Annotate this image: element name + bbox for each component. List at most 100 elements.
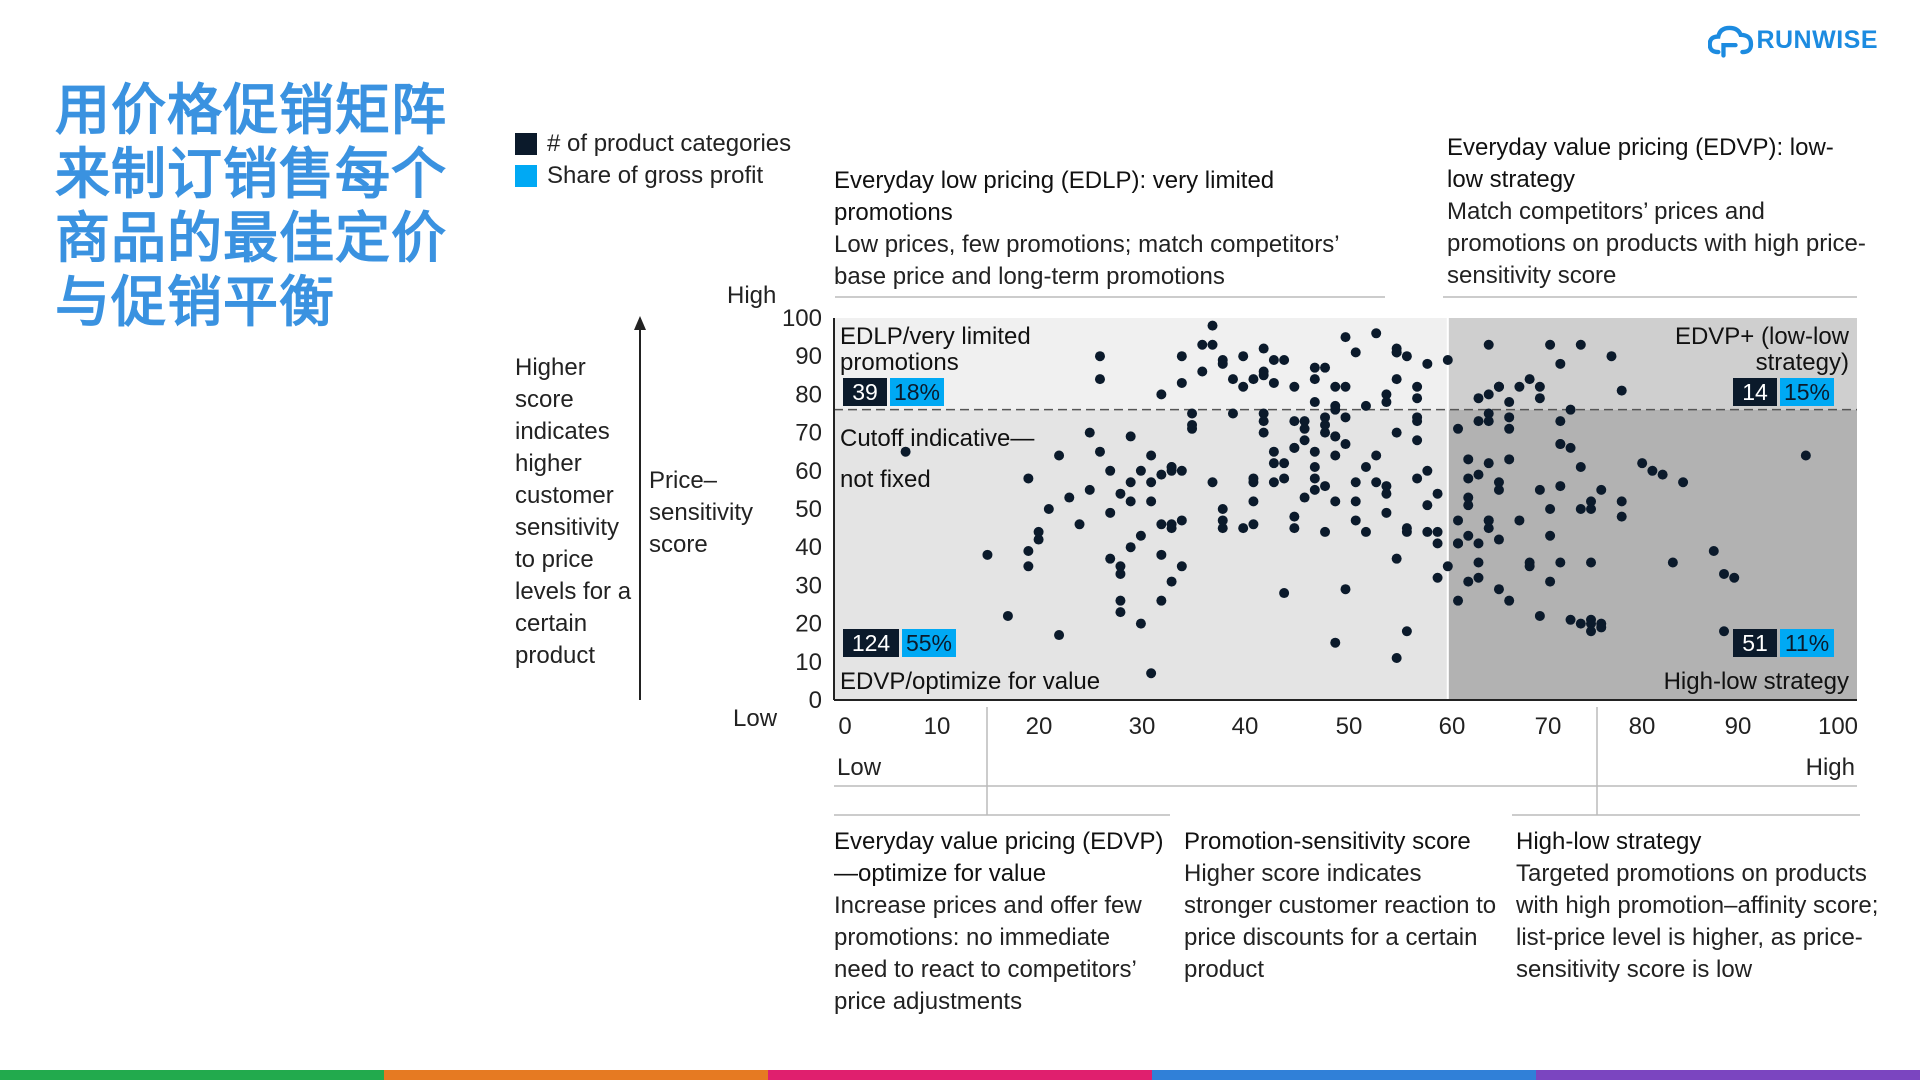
data-point [1176, 351, 1187, 362]
promo-annotation-body: Higher score indicates stronger customer… [1184, 860, 1497, 983]
data-point [1289, 511, 1300, 522]
edvp-bottom-title: Everyday value pricing (EDVP)—optimize f… [834, 828, 1164, 887]
x-tick-label: 20 [1026, 713, 1053, 740]
data-point [1248, 473, 1259, 484]
quadrant-label-edvpplus-line2: strategy) [1756, 349, 1849, 376]
data-point [1054, 450, 1065, 461]
data-point [1432, 488, 1443, 499]
data-point [1493, 584, 1504, 595]
data-point [1258, 343, 1269, 354]
data-point [1125, 477, 1136, 488]
data-point [1545, 576, 1556, 587]
data-point [1514, 515, 1525, 526]
data-point [1483, 389, 1494, 400]
data-point [1422, 358, 1433, 369]
x-tick-label: 80 [1629, 713, 1656, 740]
data-point [1442, 355, 1453, 366]
data-point [1299, 423, 1310, 434]
data-point [1309, 473, 1320, 484]
logo-text: RUNWISE [1756, 25, 1878, 54]
data-point [1299, 435, 1310, 446]
data-point [1187, 419, 1198, 430]
data-point [1279, 473, 1290, 484]
data-point [1483, 523, 1494, 534]
data-point [1238, 523, 1249, 534]
y-tick-label: 40 [795, 534, 822, 561]
data-point [1463, 576, 1474, 587]
data-point [1401, 351, 1412, 362]
data-point [1309, 461, 1320, 472]
data-point [1043, 504, 1054, 514]
data-point [1401, 626, 1412, 637]
edvpplus-share-text: 15% [1784, 379, 1830, 405]
data-point [1534, 381, 1545, 392]
data-point [1146, 450, 1157, 461]
data-point [1248, 374, 1259, 385]
data-point [1391, 427, 1402, 438]
data-point [1125, 496, 1136, 507]
data-point [1207, 339, 1218, 350]
data-point [1504, 595, 1515, 606]
data-point [1678, 477, 1689, 488]
data-point [1453, 595, 1464, 606]
data-point [1146, 496, 1157, 507]
data-point [1493, 381, 1504, 392]
edvp-annotation-title: Everyday value pricing (EDVP): low-low s… [1447, 134, 1834, 193]
data-point [1483, 416, 1494, 427]
data-point [1422, 526, 1433, 537]
data-point [1586, 496, 1597, 507]
legend-label-share: Share of gross profit [547, 162, 764, 189]
y-axis-high-label: High [727, 282, 777, 309]
y-tick-label: 70 [795, 420, 822, 447]
data-point [1800, 450, 1811, 461]
data-point [1545, 339, 1556, 350]
data-point [1320, 412, 1331, 423]
data-point [1391, 347, 1402, 358]
data-point [1340, 381, 1351, 392]
data-point [1719, 626, 1730, 637]
stripe-segment [384, 1070, 768, 1080]
data-point [1360, 461, 1371, 472]
quadrant-label-edvpplus-line1: EDVP+ (low-low [1675, 323, 1850, 350]
x-tick-label: 90 [1725, 713, 1752, 740]
data-point [1360, 526, 1371, 537]
data-point [1555, 481, 1566, 492]
data-point [1381, 481, 1392, 492]
quadrant-label-edlp-line1: EDLP/very limited [840, 323, 1031, 350]
quadrant-label-highlow: High-low strategy [1664, 668, 1849, 695]
data-point [1268, 355, 1279, 366]
x-tick-label: 10 [924, 713, 951, 740]
data-point [1381, 389, 1392, 400]
data-point [1616, 385, 1627, 396]
data-point [1330, 404, 1341, 415]
data-point [1258, 427, 1269, 438]
data-point [1238, 381, 1249, 392]
legend-item-share: Share of gross profit [515, 162, 763, 190]
data-point [1504, 423, 1515, 434]
data-point [1360, 400, 1371, 411]
highlow-annotation-body: Targeted promotions on products with hig… [1516, 860, 1879, 983]
edlp-annotation: Everyday low pricing (EDLP): very limite… [834, 165, 1394, 293]
data-point [1125, 431, 1136, 442]
data-point [1084, 427, 1095, 438]
x-tick-label: 0 [838, 713, 851, 740]
x-tick-label: 50 [1336, 713, 1363, 740]
data-point [1586, 557, 1597, 568]
data-point [1412, 381, 1423, 392]
y-axis-low-label: Low [733, 705, 778, 732]
data-point [1115, 595, 1126, 606]
x-tick-label: 60 [1439, 713, 1466, 740]
data-point [1473, 557, 1484, 568]
data-point [1309, 397, 1320, 408]
edvp-count-badge [843, 629, 899, 657]
data-point [1309, 446, 1320, 457]
data-point [1534, 610, 1545, 621]
data-point [1350, 347, 1361, 358]
data-point [1453, 538, 1464, 549]
highlow-count-text: 51 [1742, 630, 1768, 656]
data-point [1371, 450, 1382, 461]
data-point [1156, 519, 1167, 530]
data-point [1176, 561, 1187, 572]
stripe-segment [1536, 1070, 1920, 1080]
data-point [1371, 328, 1382, 339]
